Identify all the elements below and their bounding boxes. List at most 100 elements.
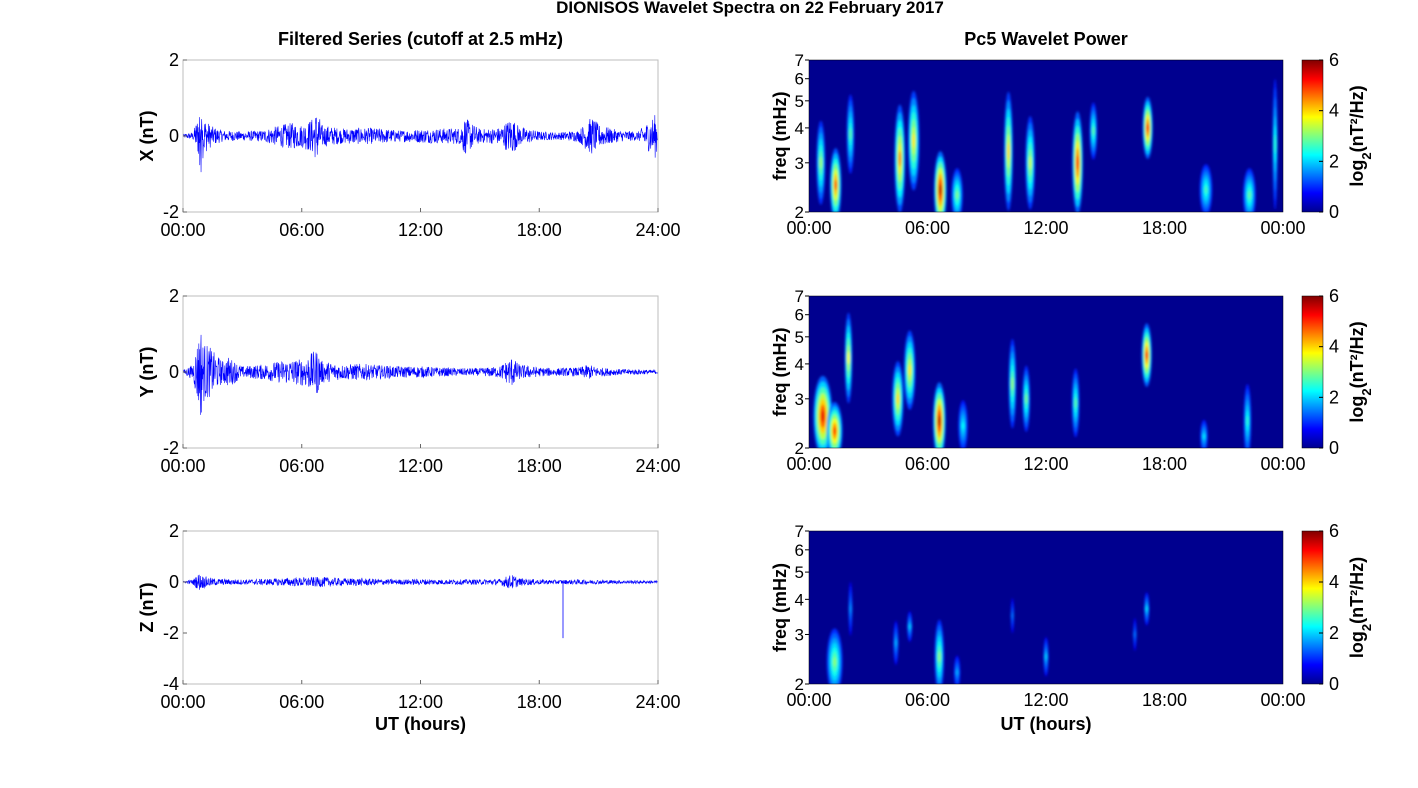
colorbar: 0 2 4 6 log2(nT²/Hz) bbox=[1301, 50, 1374, 222]
power-blob bbox=[816, 120, 826, 205]
y-tick-label: 2 bbox=[169, 50, 179, 70]
y-tick-label: 7 bbox=[795, 51, 804, 70]
y-tick-label: 2 bbox=[169, 521, 179, 541]
power-blob bbox=[1243, 168, 1256, 212]
x-axis-label: UT (hours) bbox=[375, 714, 466, 734]
y-tick-label: 5 bbox=[795, 328, 804, 347]
y-axis-label: freq (mHz) bbox=[770, 327, 790, 416]
power-blob bbox=[1004, 91, 1013, 211]
colorbar-tick-label: 4 bbox=[1329, 101, 1339, 121]
x-tick-label: 00:00 bbox=[786, 218, 831, 238]
y-tick-label: 0 bbox=[169, 572, 179, 592]
x-tick-label: 18:00 bbox=[1142, 454, 1187, 474]
y-axis-label: X (nT) bbox=[137, 111, 157, 162]
colorbar-tick-label: 2 bbox=[1329, 623, 1339, 643]
x-tick-label: 00:00 bbox=[160, 456, 205, 476]
x-tick-label: 06:00 bbox=[905, 218, 950, 238]
x-tick-label: 18:00 bbox=[517, 220, 562, 240]
x-tick-label: 00:00 bbox=[1260, 218, 1305, 238]
power-blob bbox=[894, 104, 906, 212]
power-blob bbox=[951, 168, 963, 212]
heatmap-frame bbox=[808, 530, 1284, 685]
y-tick-label: 2 bbox=[795, 203, 804, 222]
power-blob bbox=[907, 90, 920, 191]
colorbar-scale bbox=[1301, 530, 1324, 685]
trace-line bbox=[182, 334, 659, 415]
power-blob bbox=[1071, 368, 1080, 438]
x-tick-label: 12:00 bbox=[398, 692, 443, 712]
series-panel-x: 00:00 06:00 12:00 18:00 24:00 -2 0 2 X (nT) Filte… bbox=[137, 29, 681, 240]
y-axis-label: Z (nT) bbox=[137, 583, 157, 633]
panel-title: Filtered Series (cutoff at 2.5 mHz) bbox=[278, 29, 563, 49]
power-blob bbox=[1010, 598, 1015, 634]
y-tick-label: 4 bbox=[795, 590, 804, 609]
panel-title: Pc5 Wavelet Power bbox=[964, 29, 1127, 49]
power-blob bbox=[844, 312, 853, 404]
colorbar-scale bbox=[1301, 59, 1324, 213]
x-tick-label: 12:00 bbox=[1023, 690, 1068, 710]
colorbar-tick-label: 4 bbox=[1329, 572, 1339, 592]
power-blob bbox=[1144, 592, 1150, 626]
series-panel-y: 00:00 06:00 12:00 18:00 24:00 -2 0 2 Y (nT) bbox=[137, 286, 681, 476]
y-tick-label: -2 bbox=[163, 202, 179, 222]
y-tick-label: 5 bbox=[795, 92, 804, 111]
colorbar-label: log2(nT²/Hz) bbox=[1347, 85, 1374, 186]
power-blob bbox=[1008, 338, 1017, 429]
y-tick-label: 6 bbox=[795, 541, 804, 560]
colorbar-tick-label: 2 bbox=[1329, 151, 1339, 171]
x-tick-label: 00:00 bbox=[1260, 690, 1305, 710]
power-blob bbox=[934, 619, 945, 684]
trace-line bbox=[182, 574, 659, 590]
y-tick-label: -2 bbox=[163, 623, 179, 643]
colorbar-tick-label: 6 bbox=[1329, 521, 1339, 541]
power-blob bbox=[826, 402, 843, 448]
colorbar-label: log2(nT²/Hz) bbox=[1347, 321, 1374, 422]
power-blob bbox=[893, 620, 899, 665]
power-blob bbox=[826, 628, 843, 684]
power-blob bbox=[1025, 116, 1035, 210]
heatmap-frame bbox=[808, 295, 1284, 449]
power-blob bbox=[904, 330, 916, 410]
colorbar-tick-label: 6 bbox=[1329, 286, 1339, 306]
y-tick-label: 0 bbox=[169, 362, 179, 382]
x-tick-label: 12:00 bbox=[1023, 454, 1068, 474]
colorbar-tick-label: 6 bbox=[1329, 50, 1339, 70]
y-tick-label: 2 bbox=[169, 286, 179, 306]
colorbar-scale bbox=[1301, 295, 1324, 449]
power-blob bbox=[1043, 637, 1049, 677]
y-tick-label: -4 bbox=[163, 674, 179, 694]
plot-area bbox=[183, 531, 658, 684]
colorbar-tick-label: 2 bbox=[1329, 387, 1339, 407]
y-tick-label: 6 bbox=[795, 70, 804, 89]
power-blob bbox=[892, 361, 904, 437]
x-tick-label: 06:00 bbox=[905, 454, 950, 474]
x-tick-label: 12:00 bbox=[398, 456, 443, 476]
series-panel-z: 00:00 06:00 12:00 18:00 24:00 -4 -2 0 2 Z (nT) UT … bbox=[137, 521, 681, 734]
power-blob bbox=[1272, 78, 1278, 210]
power-blob bbox=[846, 94, 855, 174]
y-tick-label: 2 bbox=[795, 675, 804, 694]
power-blob bbox=[933, 382, 946, 448]
power-blob bbox=[1141, 323, 1152, 387]
y-tick-label: 4 bbox=[795, 355, 804, 374]
y-tick-label: 0 bbox=[169, 126, 179, 146]
x-tick-label: 00:00 bbox=[1260, 454, 1305, 474]
y-tick-label: 3 bbox=[795, 390, 804, 409]
x-tick-label: 06:00 bbox=[905, 690, 950, 710]
trace-line bbox=[182, 115, 659, 173]
power-blob bbox=[1199, 164, 1213, 212]
power-blob bbox=[1243, 384, 1252, 448]
x-tick-label: 18:00 bbox=[517, 456, 562, 476]
power-blob bbox=[958, 400, 968, 448]
colorbar-tick-label: 4 bbox=[1329, 337, 1339, 357]
power-blob bbox=[1072, 111, 1083, 212]
colorbar-tick-label: 0 bbox=[1329, 438, 1339, 458]
power-blob bbox=[829, 148, 842, 212]
x-tick-label: 18:00 bbox=[1142, 218, 1187, 238]
y-tick-label: 5 bbox=[795, 563, 804, 582]
x-tick-label: 06:00 bbox=[279, 220, 324, 240]
y-axis-label: Y (nT) bbox=[137, 347, 157, 398]
